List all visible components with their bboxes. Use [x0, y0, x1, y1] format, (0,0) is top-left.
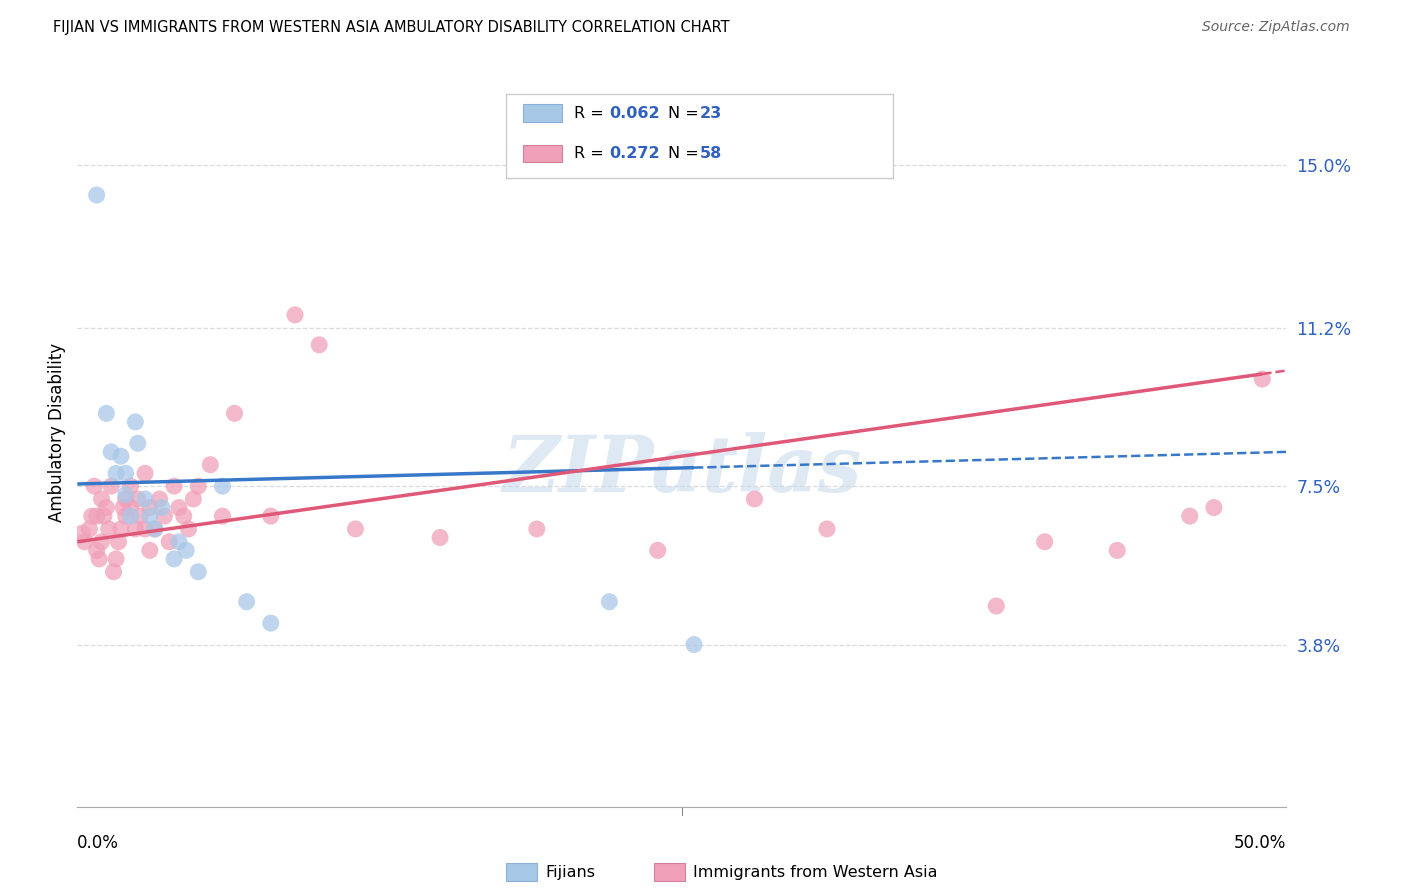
Point — [110, 449, 132, 463]
Point — [93, 509, 115, 524]
Point — [986, 599, 1008, 613]
Point — [86, 188, 108, 202]
Point — [114, 491, 136, 506]
Text: R =: R = — [574, 146, 609, 161]
Point — [429, 531, 451, 545]
Point — [97, 522, 120, 536]
Point — [139, 500, 162, 515]
Point — [120, 479, 142, 493]
Point — [134, 491, 156, 506]
Text: 58: 58 — [700, 146, 723, 161]
Point — [211, 509, 233, 524]
Text: 23: 23 — [700, 106, 723, 120]
Point — [105, 552, 128, 566]
Point — [114, 509, 136, 524]
Point — [260, 509, 283, 524]
Point — [1251, 372, 1274, 386]
Point — [163, 479, 186, 493]
Y-axis label: Ambulatory Disability: Ambulatory Disability — [48, 343, 66, 522]
Point — [139, 509, 162, 524]
Point — [114, 467, 136, 481]
Point — [103, 565, 125, 579]
Point — [83, 479, 105, 493]
Point — [107, 534, 129, 549]
Point — [139, 543, 162, 558]
Point — [187, 479, 209, 493]
Point — [598, 595, 620, 609]
Point — [187, 565, 209, 579]
Point — [90, 491, 112, 506]
Point — [683, 638, 706, 652]
Point — [86, 509, 108, 524]
Text: FIJIAN VS IMMIGRANTS FROM WESTERN ASIA AMBULATORY DISABILITY CORRELATION CHART: FIJIAN VS IMMIGRANTS FROM WESTERN ASIA A… — [53, 20, 730, 35]
Point — [177, 522, 200, 536]
Point — [100, 479, 122, 493]
Point — [105, 467, 128, 481]
Point — [224, 406, 246, 420]
Point — [114, 488, 136, 502]
Point — [120, 500, 142, 515]
Point — [86, 543, 108, 558]
Point — [284, 308, 307, 322]
Point — [143, 522, 166, 536]
Point — [167, 500, 190, 515]
Point — [87, 552, 110, 566]
Text: R =: R = — [574, 106, 609, 120]
Point — [120, 509, 142, 524]
Text: 0.272: 0.272 — [609, 146, 659, 161]
Point — [174, 543, 197, 558]
Point — [1107, 543, 1129, 558]
Text: N =: N = — [668, 146, 704, 161]
Point — [73, 534, 96, 549]
Point — [163, 552, 186, 566]
Point — [647, 543, 669, 558]
Text: 0.0%: 0.0% — [77, 835, 120, 853]
Point — [153, 509, 176, 524]
Text: 0.062: 0.062 — [609, 106, 659, 120]
Point — [183, 491, 205, 506]
Point — [112, 500, 135, 515]
Point — [124, 522, 146, 536]
Point — [100, 445, 122, 459]
Point — [173, 509, 195, 524]
Point — [1178, 509, 1201, 524]
Point — [1033, 534, 1056, 549]
Point — [129, 509, 152, 524]
Point — [90, 534, 112, 549]
Point — [127, 491, 149, 506]
Point — [1202, 500, 1225, 515]
Point — [96, 406, 118, 420]
Point — [815, 522, 838, 536]
Point — [143, 522, 166, 536]
Point — [235, 595, 257, 609]
Text: 50.0%: 50.0% — [1234, 835, 1286, 853]
Text: Source: ZipAtlas.com: Source: ZipAtlas.com — [1202, 20, 1350, 34]
Text: N =: N = — [668, 106, 704, 120]
Point — [150, 500, 173, 515]
Point — [124, 415, 146, 429]
Point — [260, 616, 283, 631]
Point — [80, 509, 103, 524]
Point — [744, 491, 766, 506]
Point — [127, 436, 149, 450]
Point — [157, 534, 180, 549]
Text: Immigrants from Western Asia: Immigrants from Western Asia — [693, 865, 938, 880]
Point — [134, 467, 156, 481]
Point — [344, 522, 367, 536]
Point — [110, 522, 132, 536]
Point — [526, 522, 548, 536]
Point — [167, 534, 190, 549]
Point — [96, 500, 118, 515]
Point — [148, 491, 170, 506]
Point — [79, 522, 101, 536]
Point — [211, 479, 233, 493]
Text: ZIPatlas: ZIPatlas — [502, 432, 862, 508]
Point — [134, 522, 156, 536]
Text: Fijians: Fijians — [546, 865, 596, 880]
Point — [200, 458, 222, 472]
Point — [70, 526, 93, 541]
Point — [308, 338, 330, 352]
